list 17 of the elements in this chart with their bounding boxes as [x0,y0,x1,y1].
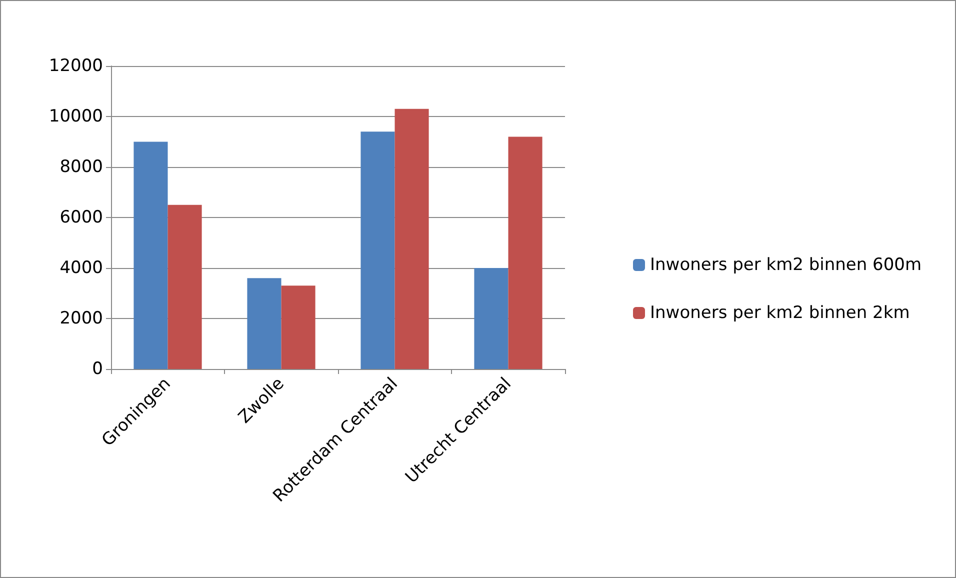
legend-label: Inwoners per km2 binnen 2km [650,303,910,323]
bar [508,136,542,369]
bar [394,108,429,369]
y-tick-label: 2000 [60,308,103,328]
legend-label: Inwoners per km2 binnen 600m [650,255,922,275]
y-tick-label: 6000 [60,208,103,228]
bar [474,268,508,369]
y-tick-label: 8000 [60,157,103,177]
bar [281,286,316,369]
bar [168,204,202,369]
bar [360,132,395,369]
bar [134,142,168,369]
y-tick-label: 10000 [48,106,103,126]
y-tick-label: 0 [92,359,103,379]
y-tick-label: 4000 [60,258,103,278]
y-tick-label: 12000 [48,56,103,76]
bar [247,278,282,369]
